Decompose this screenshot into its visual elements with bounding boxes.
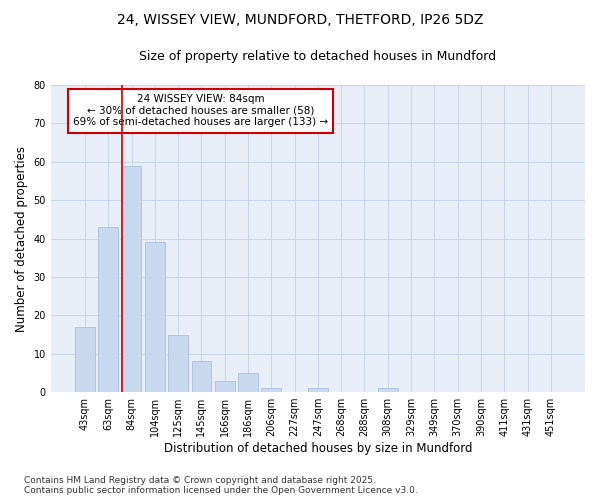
Bar xyxy=(145,242,165,392)
Bar xyxy=(215,380,235,392)
Bar xyxy=(98,227,118,392)
Bar xyxy=(168,334,188,392)
X-axis label: Distribution of detached houses by size in Mundford: Distribution of detached houses by size … xyxy=(164,442,472,455)
Bar xyxy=(191,362,211,392)
Bar xyxy=(122,166,142,392)
Bar xyxy=(238,373,258,392)
Text: 24, WISSEY VIEW, MUNDFORD, THETFORD, IP26 5DZ: 24, WISSEY VIEW, MUNDFORD, THETFORD, IP2… xyxy=(117,12,483,26)
Bar xyxy=(308,388,328,392)
Text: Contains HM Land Registry data © Crown copyright and database right 2025.
Contai: Contains HM Land Registry data © Crown c… xyxy=(24,476,418,495)
Bar xyxy=(262,388,281,392)
Title: Size of property relative to detached houses in Mundford: Size of property relative to detached ho… xyxy=(139,50,496,63)
Y-axis label: Number of detached properties: Number of detached properties xyxy=(15,146,28,332)
Text: 24 WISSEY VIEW: 84sqm
← 30% of detached houses are smaller (58)
69% of semi-deta: 24 WISSEY VIEW: 84sqm ← 30% of detached … xyxy=(73,94,328,128)
Bar xyxy=(75,327,95,392)
Bar xyxy=(378,388,398,392)
